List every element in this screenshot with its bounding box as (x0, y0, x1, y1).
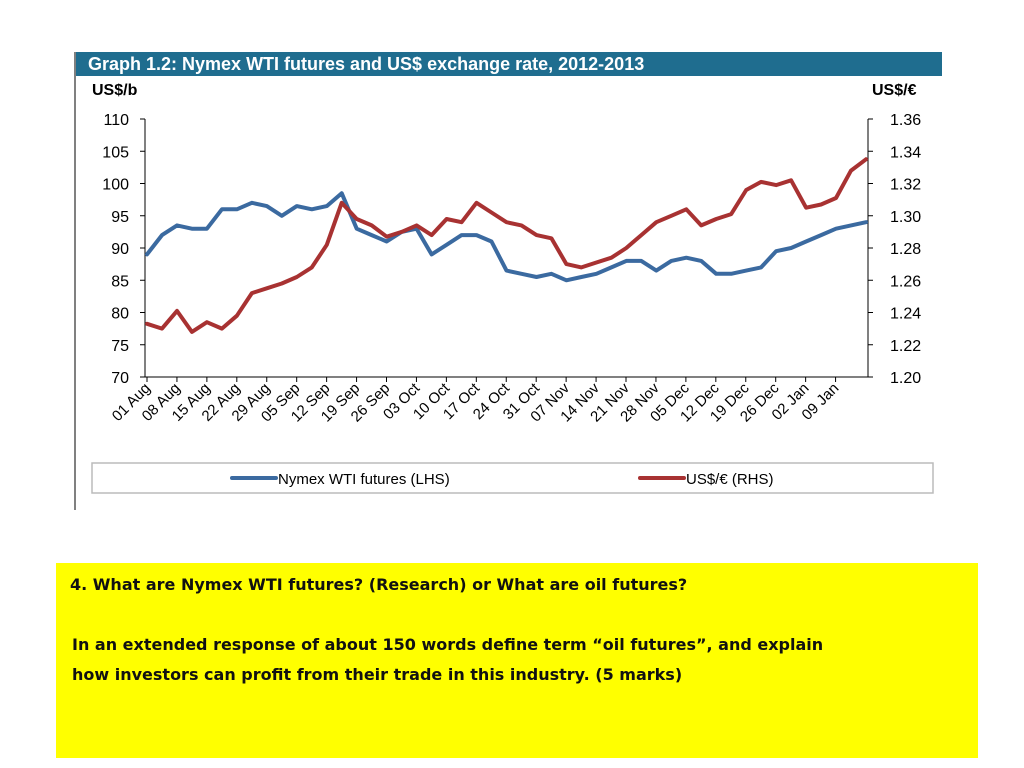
right-tick-label: 1.36 (890, 112, 921, 129)
left-tick-label: 90 (111, 241, 129, 258)
right-axis-unit: US$/€ (872, 82, 917, 99)
right-tick-label: 1.22 (890, 338, 921, 355)
question-line-2: In an extended response of about 150 wor… (72, 635, 824, 654)
axes-layer: 110 105 100 95 90 85 80 75 70 1.36 1.34 1.32 1.30 1.2… (102, 112, 921, 425)
legend-label: US$/€ (RHS) (686, 471, 774, 488)
right-tick-label: 1.24 (890, 306, 921, 323)
left-axis-unit: US$/b (92, 82, 138, 99)
question-box: 4. What are Nymex WTI futures? (Research… (56, 563, 978, 758)
left-tick-label: 105 (102, 144, 129, 161)
right-tick-label: 1.30 (890, 209, 921, 226)
chart-svg: 110 105 100 95 90 85 80 75 70 1.36 1.34 1.32 1.30 1.2… (74, 52, 934, 510)
chart-area: 110 105 100 95 90 85 80 75 70 1.36 1.34 1.32 1.30 1.2… (74, 52, 942, 510)
usd-eur-series-line (145, 157, 868, 334)
right-tick-label: 1.26 (890, 273, 921, 290)
chart-title-bar: Graph 1.2: Nymex WTI futures and US$ exc… (76, 52, 942, 76)
legend-box (91, 462, 934, 494)
legend-label: Nymex WTI futures (LHS) (278, 471, 450, 488)
series-layer (145, 157, 868, 334)
left-tick-label: 110 (103, 112, 129, 129)
left-tick-label: 95 (111, 209, 129, 226)
question-line-1: 4. What are Nymex WTI futures? (Research… (70, 575, 688, 594)
right-tick-label: 1.20 (890, 370, 921, 387)
left-tick-label: 100 (102, 177, 129, 194)
wti-series-line (145, 191, 868, 283)
right-tick-label: 1.28 (890, 241, 921, 258)
left-tick-label: 85 (111, 273, 129, 290)
right-tick-label: 1.32 (890, 177, 921, 194)
question-line-3: how investors can profit from their trad… (72, 665, 683, 684)
right-tick-label: 1.34 (890, 144, 921, 161)
legend: Nymex WTI futures (LHS) US$/€ (RHS) (91, 462, 934, 494)
left-tick-label: 80 (111, 306, 129, 323)
chart-title: Graph 1.2: Nymex WTI futures and US$ exc… (88, 54, 645, 74)
left-tick-label: 70 (111, 370, 129, 387)
left-tick-label: 75 (111, 338, 129, 355)
